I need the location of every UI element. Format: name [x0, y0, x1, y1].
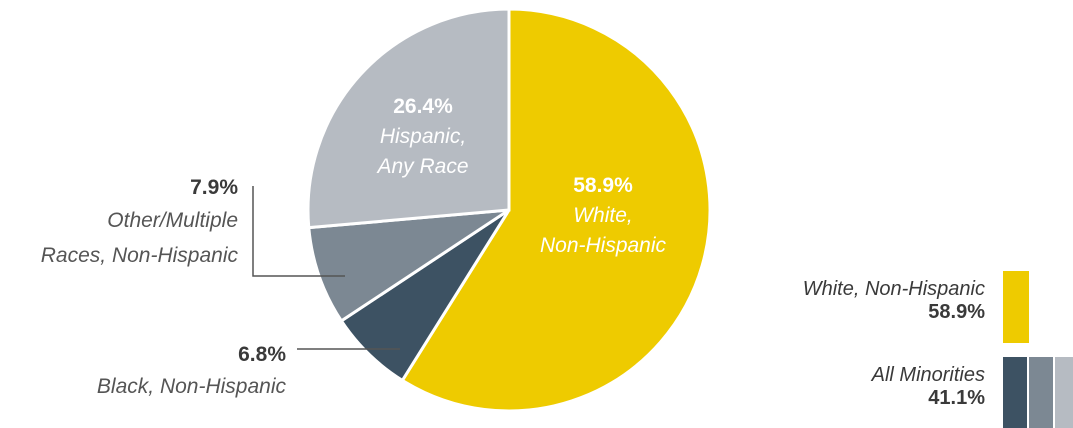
- legend-white-text: White, Non-Hispanic 58.9%: [803, 278, 985, 324]
- slice-other-pct-label: 7.9%: [190, 176, 238, 199]
- slice-black-pct-label: 6.8%: [238, 343, 286, 366]
- slice-white-label-line-1: White,: [573, 204, 633, 227]
- legend-white-swatch: [1003, 271, 1029, 343]
- legend-minorities-swatch-3: [1055, 357, 1073, 428]
- slice-hispanic-label-line-1: Hispanic,: [380, 125, 466, 148]
- legend-minorities-name: All Minorities: [871, 364, 985, 386]
- slice-hispanic: [306, 7, 511, 230]
- legend-white-name: White, Non-Hispanic: [802, 278, 985, 300]
- legend-minorities-swatch-2: [1029, 357, 1053, 428]
- slice-white-pct-label: 58.9%: [573, 174, 633, 197]
- slice-hispanic-pct-label: 26.4%: [393, 95, 453, 118]
- slice-black-label-line-1: Black, Non-Hispanic: [97, 375, 287, 398]
- slice-other-label-line-1: Other/Multiple: [107, 209, 238, 232]
- slice-other-label-line-2: Races, Non-Hispanic: [41, 244, 239, 267]
- legend-white-value: 58.9%: [928, 301, 985, 323]
- slice-hispanic-label-line-2: Any Race: [375, 155, 468, 178]
- legend-minorities-value: 41.1%: [928, 387, 985, 409]
- legend-minorities-text: All Minorities 41.1%: [872, 364, 985, 410]
- slice-white: [400, 7, 712, 413]
- slice-other-leader-line: [252, 186, 345, 277]
- legend-minorities-swatch-1: [1003, 357, 1027, 428]
- slice-white-label-line-2: Non-Hispanic: [540, 234, 667, 257]
